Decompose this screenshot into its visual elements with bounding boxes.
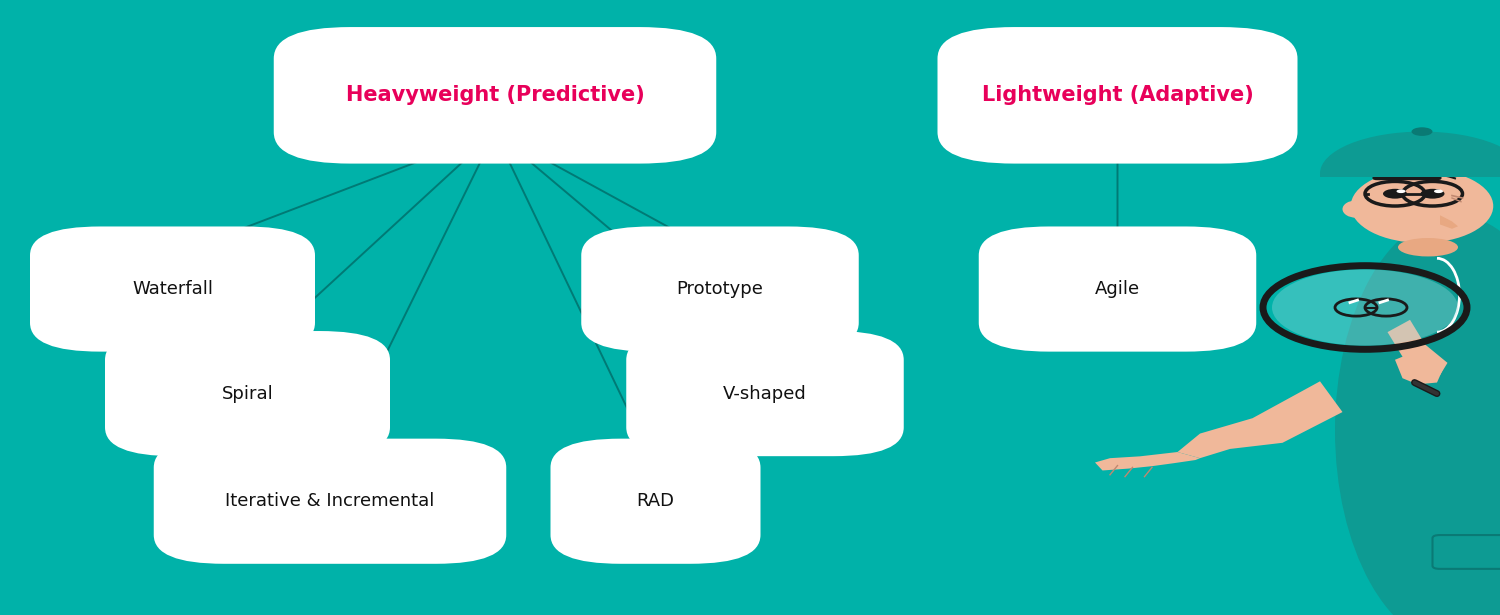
Text: Heavyweight (Predictive): Heavyweight (Predictive) — [345, 85, 645, 105]
Text: Prototype: Prototype — [676, 280, 764, 298]
Circle shape — [1434, 189, 1443, 193]
Wedge shape — [1320, 132, 1500, 173]
FancyBboxPatch shape — [153, 438, 506, 564]
FancyBboxPatch shape — [938, 27, 1298, 164]
Circle shape — [1396, 189, 1406, 193]
Text: Agile: Agile — [1095, 280, 1140, 298]
Polygon shape — [1320, 172, 1500, 177]
Ellipse shape — [1342, 200, 1370, 218]
Text: Waterfall: Waterfall — [132, 280, 213, 298]
Text: RAD: RAD — [636, 492, 675, 510]
Circle shape — [1383, 189, 1407, 199]
Polygon shape — [1095, 452, 1200, 470]
FancyBboxPatch shape — [550, 438, 760, 564]
Text: Spiral: Spiral — [222, 384, 273, 403]
Text: Iterative & Incremental: Iterative & Incremental — [225, 492, 435, 510]
Text: Lightweight (Adaptive): Lightweight (Adaptive) — [981, 85, 1254, 105]
FancyBboxPatch shape — [580, 226, 858, 352]
Polygon shape — [1395, 351, 1443, 384]
Circle shape — [1412, 127, 1432, 136]
Ellipse shape — [1350, 169, 1492, 243]
Ellipse shape — [1335, 215, 1500, 615]
Circle shape — [1420, 189, 1444, 199]
Polygon shape — [1388, 320, 1448, 375]
FancyBboxPatch shape — [978, 226, 1256, 352]
Polygon shape — [1178, 381, 1342, 458]
Circle shape — [1272, 269, 1458, 346]
Polygon shape — [1440, 215, 1458, 229]
Text: V-shaped: V-shaped — [723, 384, 807, 403]
FancyBboxPatch shape — [105, 331, 390, 456]
FancyBboxPatch shape — [1372, 163, 1442, 180]
FancyBboxPatch shape — [274, 27, 717, 164]
FancyBboxPatch shape — [627, 331, 903, 456]
FancyBboxPatch shape — [30, 226, 315, 352]
Ellipse shape — [1398, 238, 1458, 256]
